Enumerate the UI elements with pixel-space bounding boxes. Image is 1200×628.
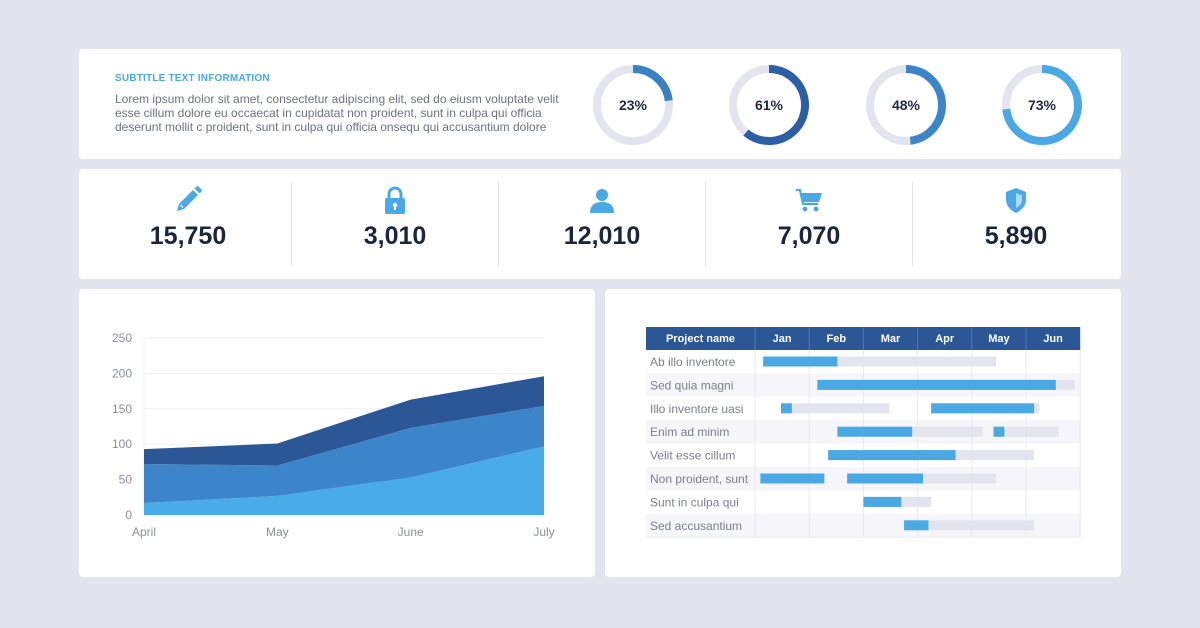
gantt-header-label: Project name: [666, 333, 735, 345]
donut-arc: [1002, 65, 1082, 145]
stats-card: 15,750 3,010 12,010 7,07: [79, 169, 1121, 279]
gantt-month-label: Jun: [1043, 333, 1063, 345]
gantt-progress-bar: [817, 379, 1056, 390]
y-tick-label: 50: [119, 473, 133, 487]
donut-label-1: 23%: [618, 97, 648, 113]
x-tick-label: April: [132, 525, 156, 539]
y-tick-label: 250: [112, 331, 132, 345]
gantt-task-label: Ab illo inventore: [650, 355, 736, 369]
stat-item-1: 15,750: [84, 169, 292, 279]
gantt-chart-card: Project name Jan Feb Mar Apr May Jun Ab illo i…: [605, 289, 1121, 577]
area-series-3: [144, 376, 544, 466]
stat-item-3: 12,010: [498, 169, 706, 279]
stat-value-3: 12,010: [563, 222, 641, 250]
gantt-task-label: Velit esse cillum: [650, 449, 735, 463]
lock-icon: [385, 186, 405, 214]
gantt-progress-bar: [781, 403, 792, 414]
gantt-track-bar: [904, 520, 1035, 531]
stat-value-5: 5,890: [984, 222, 1048, 250]
stacked-area-chart: 0 50 100 150 200 250 April May June July: [112, 331, 555, 539]
gantt-track-bar: [993, 426, 1059, 437]
x-tick-label: July: [533, 525, 554, 539]
cart-icon: [796, 188, 822, 212]
info-card: SUBTITLE TEXT INFORMATION Lorem ipsum do…: [79, 49, 1121, 159]
area-chart-card: 0 50 100 150 200 250 April May June July: [79, 289, 595, 577]
donut-chart-3: 48%: [864, 63, 948, 147]
gantt-task-label: Enim ad minim: [650, 425, 729, 439]
gantt-month-label: Feb: [827, 333, 847, 345]
x-tick-label: May: [266, 525, 289, 539]
y-tick-label: 0: [125, 508, 132, 522]
gantt-month-label: Apr: [935, 333, 955, 345]
donut-chart-1: 23%: [591, 63, 675, 147]
gantt-track-bar: [781, 403, 890, 414]
area-series-2: [144, 405, 544, 503]
area-series-1: [144, 446, 544, 515]
gantt-progress-bar: [760, 473, 825, 484]
stat-item-2: 3,010: [291, 169, 499, 279]
divider: [912, 182, 913, 266]
gantt-progress-bar: [931, 403, 1035, 414]
description: Lorem ipsum dolor sit amet, consectetur …: [115, 92, 559, 134]
gantt-progress-bar: [837, 426, 913, 437]
gantt-progress-bar: [828, 450, 956, 461]
shield-icon: [1006, 188, 1026, 213]
donut-label-2: 61%: [754, 97, 784, 113]
gantt-month-label: Mar: [881, 333, 901, 345]
donut-arc: [729, 65, 809, 145]
gantt-month-label: Jan: [773, 333, 792, 345]
pencil-icon: [177, 186, 202, 211]
stat-value-4: 7,070: [777, 222, 841, 250]
gantt-track-bar: [763, 356, 997, 367]
donut-chart-2: 61%: [727, 63, 811, 147]
donut-arc: [866, 65, 946, 145]
gantt-progress-bar: [763, 356, 838, 367]
gantt-chart: Project name Jan Feb Mar Apr May Jun Ab illo i…: [646, 327, 1081, 538]
y-tick-label: 200: [112, 366, 132, 380]
divider: [498, 182, 499, 266]
gantt-progress-bar: [904, 520, 929, 531]
donut-label-3: 48%: [891, 97, 921, 113]
gantt-task-label: Illo inventore uasi: [650, 402, 743, 416]
gantt-progress-bar: [847, 473, 924, 484]
gantt-task-label: Sunt in culpa qui: [650, 495, 739, 509]
y-tick-label: 150: [112, 402, 132, 416]
donut-chart-4: 73%: [1000, 63, 1084, 147]
gantt-task-label: Sed accusantium: [650, 519, 742, 533]
gantt-month-label: May: [988, 333, 1010, 345]
gantt-task-label: Sed quia magni: [650, 378, 733, 392]
y-tick-label: 100: [112, 437, 132, 451]
subtitle: SUBTITLE TEXT INFORMATION: [115, 73, 270, 84]
divider: [291, 182, 292, 266]
donut-arc: [593, 65, 673, 145]
gantt-progress-bar: [863, 496, 902, 507]
stat-item-5: 5,890: [912, 169, 1120, 279]
stat-value-1: 15,750: [149, 222, 227, 250]
divider: [705, 182, 706, 266]
x-tick-label: June: [398, 525, 424, 539]
user-icon: [590, 189, 614, 213]
stat-item-4: 7,070: [705, 169, 913, 279]
stat-value-2: 3,010: [363, 222, 427, 250]
donut-label-4: 73%: [1027, 97, 1057, 113]
gantt-task-label: Non proident, sunt: [650, 472, 749, 486]
gantt-progress-bar: [993, 426, 1005, 437]
